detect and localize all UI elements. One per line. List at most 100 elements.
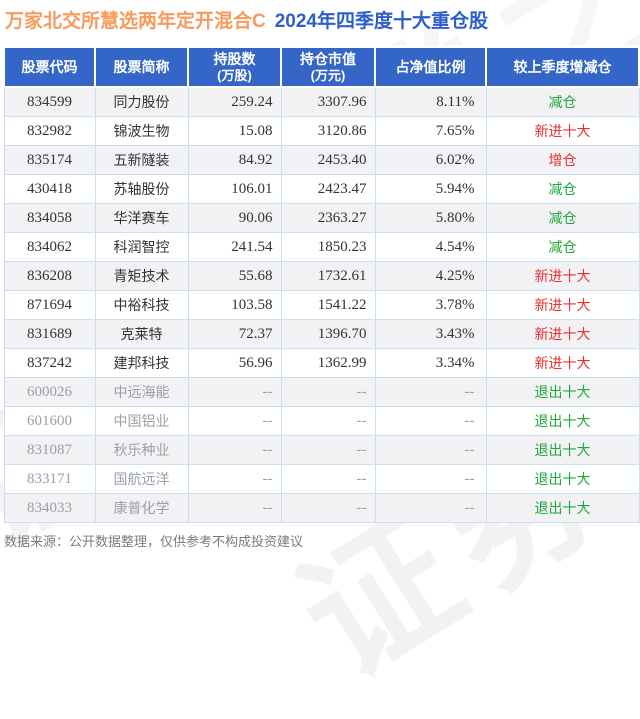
net-value-ratio: 6.02%	[374, 145, 487, 175]
shares-held: 15.08	[187, 116, 282, 146]
stock-code: 836208	[3, 261, 96, 291]
stock-name: 康普化学	[94, 493, 189, 523]
stock-code: 601600	[3, 406, 96, 436]
stock-name: 国航远洋	[94, 464, 189, 494]
column-header-subline: (万元)	[310, 67, 346, 83]
stock-code: 430418	[3, 174, 96, 204]
stock-name: 秋乐种业	[94, 435, 189, 465]
fund-name: 万家北交所慧选两年定开混合C	[5, 11, 266, 32]
shares-held: 55.68	[187, 261, 282, 291]
stock-code: 600026	[3, 377, 96, 407]
market-value: 1850.23	[280, 232, 376, 262]
stock-code: 837242	[3, 348, 96, 378]
table-row: 835174 五新隧装 84.92 2453.40 6.02% 增仓	[3, 145, 640, 175]
net-value-ratio: 3.43%	[374, 319, 487, 349]
table-row: 833171 国航远洋 -- -- -- 退出十大	[3, 464, 640, 494]
column-header-shares: 持股数 (万股)	[187, 46, 282, 88]
stock-name: 同力股份	[94, 86, 189, 117]
shares-held: --	[187, 435, 282, 465]
table-row: 871694 中裕科技 103.58 1541.22 3.78% 新进十大	[3, 290, 640, 320]
stock-code: 831689	[3, 319, 96, 349]
net-value-ratio: 4.25%	[374, 261, 487, 291]
position-change: 退出十大	[485, 493, 640, 523]
stock-name: 苏轴股份	[94, 174, 189, 204]
stock-name: 中国铝业	[94, 406, 189, 436]
column-header-label: 股票简称	[113, 58, 170, 75]
position-change: 减仓	[485, 86, 640, 117]
stock-name: 华洋赛车	[94, 203, 189, 233]
stock-code: 835174	[3, 145, 96, 175]
shares-held: 241.54	[187, 232, 282, 262]
net-value-ratio: 3.34%	[374, 348, 487, 378]
position-change: 退出十大	[485, 464, 640, 494]
net-value-ratio: 5.80%	[374, 203, 487, 233]
position-change: 新进十大	[485, 261, 640, 291]
position-change: 新进十大	[485, 319, 640, 349]
column-header-position-change: 较上季度增减仓	[485, 46, 640, 88]
net-value-ratio: --	[374, 406, 487, 436]
stock-code: 832982	[3, 116, 96, 146]
position-change: 减仓	[485, 232, 640, 262]
shares-held: 84.92	[187, 145, 282, 175]
column-header-label: 持股数	[213, 50, 256, 67]
stock-name: 青矩技术	[94, 261, 189, 291]
position-change: 新进十大	[485, 348, 640, 378]
position-change: 退出十大	[485, 377, 640, 407]
table-row: 831087 秋乐种业 -- -- -- 退出十大	[3, 435, 640, 465]
market-value: 1396.70	[280, 319, 376, 349]
position-change: 退出十大	[485, 435, 640, 465]
table-row: 430418 苏轴股份 106.01 2423.47 5.94% 减仓	[3, 174, 640, 204]
stock-code: 834058	[3, 203, 96, 233]
net-value-ratio: 3.78%	[374, 290, 487, 320]
position-change: 新进十大	[485, 116, 640, 146]
shares-held: --	[187, 464, 282, 494]
shares-held: --	[187, 406, 282, 436]
shares-held: 259.24	[187, 86, 282, 117]
market-value: 3120.86	[280, 116, 376, 146]
table-row: 834058 华洋赛车 90.06 2363.27 5.80% 减仓	[3, 203, 640, 233]
stock-code: 834033	[3, 493, 96, 523]
stock-name: 锦波生物	[94, 116, 189, 146]
column-header-label: 持仓市值	[300, 50, 356, 67]
stock-code: 833171	[3, 464, 96, 494]
stock-name: 中裕科技	[94, 290, 189, 320]
stock-name: 五新隧装	[94, 145, 189, 175]
market-value: --	[280, 435, 376, 465]
table-row: 834033 康普化学 -- -- -- 退出十大	[3, 493, 640, 523]
column-header-label: 占净值比例	[395, 58, 466, 75]
net-value-ratio: --	[374, 464, 487, 494]
shares-held: 56.96	[187, 348, 282, 378]
source-note: 数据来源：公开数据整理，仅供参考不构成投资建议	[4, 534, 304, 549]
stock-code: 834599	[3, 86, 96, 117]
column-header-label: 股票代码	[21, 58, 78, 75]
market-value: --	[280, 493, 376, 523]
market-value: --	[280, 406, 376, 436]
market-value: 2363.27	[280, 203, 376, 233]
market-value: 2453.40	[280, 145, 376, 175]
market-value: 1362.99	[280, 348, 376, 378]
column-header-market-value: 持仓市值 (万元)	[280, 46, 376, 88]
market-value: --	[280, 377, 376, 407]
market-value: --	[280, 464, 376, 494]
stock-code: 834062	[3, 232, 96, 262]
position-change: 增仓	[485, 145, 640, 175]
shares-held: 72.37	[187, 319, 282, 349]
position-change: 退出十大	[485, 406, 640, 436]
position-change: 减仓	[485, 203, 640, 233]
column-header-label: 较上季度增减仓	[513, 58, 612, 75]
table-row: 831689 克莱特 72.37 1396.70 3.43% 新进十大	[3, 319, 640, 349]
table-row: 832982 锦波生物 15.08 3120.86 7.65% 新进十大	[3, 116, 640, 146]
table-row: 600026 中远海能 -- -- -- 退出十大	[3, 377, 640, 407]
net-value-ratio: --	[374, 377, 487, 407]
stock-name: 中远海能	[94, 377, 189, 407]
holdings-table: 股票代码 股票简称 持股数 (万股) 持仓市值 (万元) 占净值比例 较上季度增减仓…	[3, 46, 640, 523]
net-value-ratio: 5.94%	[374, 174, 487, 204]
stock-name: 科润智控	[94, 232, 189, 262]
stock-code: 831087	[3, 435, 96, 465]
position-change: 新进十大	[485, 290, 640, 320]
page-title: 万家北交所慧选两年定开混合C 2024年四季度十大重仓股	[5, 6, 488, 33]
shares-held: --	[187, 493, 282, 523]
shares-held: 103.58	[187, 290, 282, 320]
market-value: 2423.47	[280, 174, 376, 204]
market-value: 1541.22	[280, 290, 376, 320]
